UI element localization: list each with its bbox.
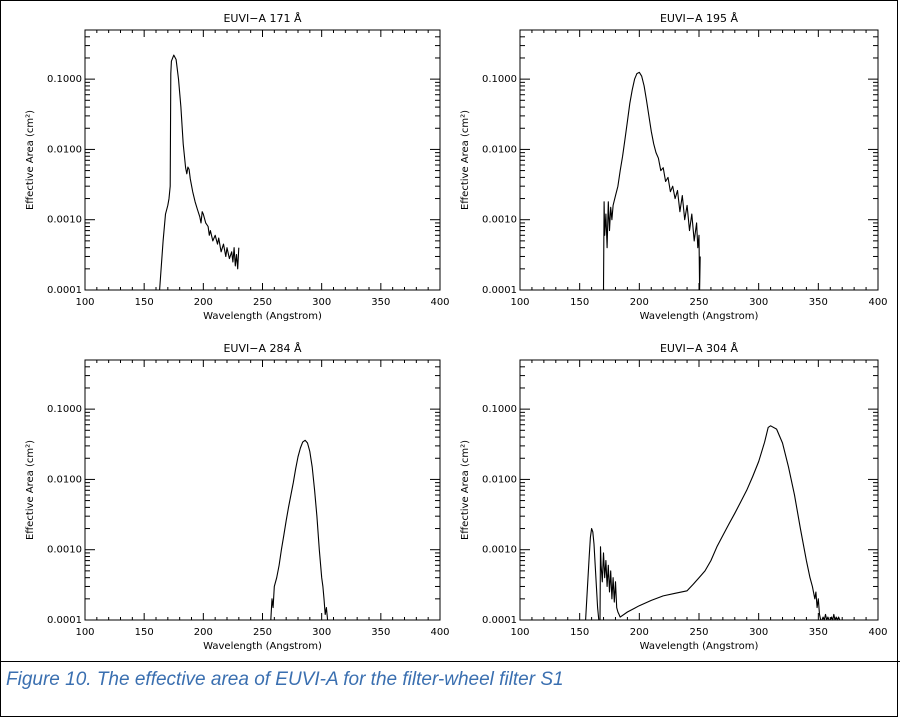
x-tick-label: 400 bbox=[868, 627, 887, 638]
x-tick-label: 250 bbox=[689, 297, 708, 308]
x-tick-label: 300 bbox=[749, 297, 768, 308]
y-tick-label: 0.1000 bbox=[47, 74, 82, 85]
chart-panel-4: 100 150 200 250 300 350 400 0.0001 0.0010 0.0100 0… bbox=[460, 342, 888, 652]
x-tick-label: 200 bbox=[194, 627, 213, 638]
x-tick-label: 250 bbox=[253, 297, 272, 308]
x-tick-label: 400 bbox=[868, 297, 887, 308]
x-tick-label: 200 bbox=[630, 627, 649, 638]
x-tick-label: 300 bbox=[312, 627, 331, 638]
x-tick-label: 150 bbox=[135, 627, 154, 638]
x-tick-label: 100 bbox=[75, 627, 94, 638]
x-tick-label: 100 bbox=[75, 297, 94, 308]
x-tick-label: 350 bbox=[809, 627, 828, 638]
series-line-2 bbox=[821, 613, 841, 621]
x-tick-label: 300 bbox=[312, 297, 331, 308]
series-line-1 bbox=[585, 425, 822, 621]
x-tick-label: 250 bbox=[253, 627, 272, 638]
x-tick-label: 150 bbox=[135, 297, 154, 308]
x-axis-label: Wavelength (Angstrom) bbox=[203, 641, 322, 652]
x-tick-label: 350 bbox=[371, 297, 390, 308]
y-tick-label: 0.0001 bbox=[47, 615, 82, 626]
x-tick-label: 400 bbox=[430, 297, 449, 308]
plot-frame bbox=[84, 29, 441, 291]
y-tick-label: 0.0010 bbox=[482, 215, 517, 226]
caption-divider bbox=[0, 661, 900, 662]
x-axis-label: Wavelength (Angstrom) bbox=[203, 311, 322, 322]
y-tick-label: 0.0100 bbox=[482, 474, 517, 485]
y-tick-label: 0.1000 bbox=[482, 404, 517, 415]
y-axis-label: Effective Area (cm²) bbox=[460, 110, 471, 210]
chart-title: EUVI−A 171 Å bbox=[223, 12, 302, 25]
x-tick-label: 150 bbox=[570, 297, 589, 308]
x-tick-label: 100 bbox=[510, 297, 529, 308]
x-tick-label: 350 bbox=[371, 627, 390, 638]
y-tick-label: 0.1000 bbox=[482, 74, 517, 85]
x-tick-label: 200 bbox=[630, 297, 649, 308]
series-line-1 bbox=[270, 439, 329, 621]
charts-canvas: 100 150 200 250 300 350 400 0.0001 0.0010 0.0100 0… bbox=[25, 12, 888, 652]
figure-caption: Figure 10. The effective area of EUVI-A … bbox=[6, 669, 564, 690]
x-tick-label: 150 bbox=[570, 627, 589, 638]
x-tick-label: 400 bbox=[430, 627, 449, 638]
plot-frame bbox=[519, 359, 879, 621]
series-line-1 bbox=[602, 71, 701, 291]
x-tick-label: 350 bbox=[809, 297, 828, 308]
y-axis-label: Effective Area (cm²) bbox=[460, 440, 471, 540]
y-axis-label: Effective Area (cm²) bbox=[25, 440, 36, 540]
plot-frame bbox=[84, 359, 441, 621]
chart-panel-1: 100 150 200 250 300 350 400 0.0001 0.0010 0.0100 0… bbox=[25, 12, 450, 322]
x-tick-label: 100 bbox=[510, 627, 529, 638]
y-tick-label: 0.0010 bbox=[47, 545, 82, 556]
x-tick-label: 250 bbox=[689, 627, 708, 638]
x-tick-label: 200 bbox=[194, 297, 213, 308]
x-axis-label: Wavelength (Angstrom) bbox=[640, 641, 759, 652]
chart-title: EUVI−A 304 Å bbox=[660, 342, 739, 355]
y-tick-label: 0.0001 bbox=[482, 615, 517, 626]
y-tick-label: 0.0100 bbox=[47, 144, 82, 155]
chart-panel-2: 100 150 200 250 300 350 400 0.0001 0.0010 0.0100 0… bbox=[460, 12, 888, 322]
series-line-1 bbox=[159, 54, 240, 291]
y-tick-label: 0.0001 bbox=[482, 285, 517, 296]
y-tick-label: 0.0100 bbox=[482, 144, 517, 155]
y-tick-label: 0.0001 bbox=[47, 285, 82, 296]
x-tick-label: 300 bbox=[749, 627, 768, 638]
y-tick-label: 0.0010 bbox=[482, 545, 517, 556]
y-tick-label: 0.0100 bbox=[47, 474, 82, 485]
chart-panel-3: 100 150 200 250 300 350 400 0.0001 0.0010 0.0100 0… bbox=[25, 342, 450, 652]
y-tick-label: 0.0010 bbox=[47, 215, 82, 226]
y-tick-label: 0.1000 bbox=[47, 404, 82, 415]
chart-title: EUVI−A 284 Å bbox=[223, 342, 302, 355]
chart-title: EUVI−A 195 Å bbox=[660, 12, 739, 25]
y-axis-label: Effective Area (cm²) bbox=[25, 110, 36, 210]
x-axis-label: Wavelength (Angstrom) bbox=[640, 311, 759, 322]
